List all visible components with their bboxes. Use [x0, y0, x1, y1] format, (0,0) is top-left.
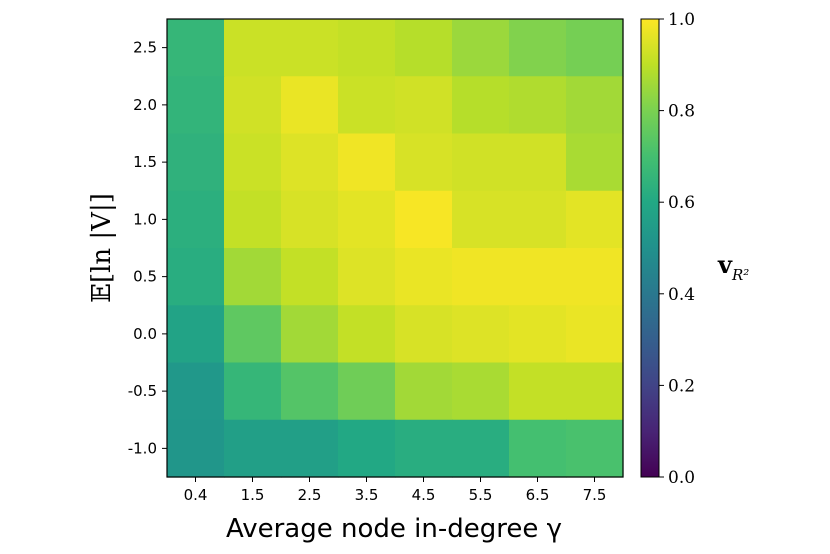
x-tick-label: 3.5 [355, 486, 379, 504]
heatmap-cell [509, 133, 567, 192]
x-tick-label: 4.5 [412, 486, 436, 504]
heatmap-cell [167, 305, 225, 364]
heatmap-cell [338, 362, 396, 421]
heatmap-cell [566, 190, 624, 249]
heatmap-cell [338, 19, 396, 77]
heatmap-cell [224, 419, 282, 478]
heatmap-cell [338, 76, 396, 135]
heatmap-cells [167, 19, 624, 478]
heatmap-cell [281, 19, 339, 77]
heatmap-cell [452, 419, 510, 478]
x-axis-label: Average node in-degree γ [226, 514, 562, 544]
heatmap-cell [167, 133, 225, 192]
heatmap-cell [338, 133, 396, 192]
heatmap-cell [452, 305, 510, 364]
heatmap-cell [452, 248, 510, 306]
y-tick-label: 0.0 [133, 325, 157, 343]
heatmap-cell [395, 248, 453, 306]
heatmap-cell [509, 419, 567, 478]
heatmap-cell [395, 190, 453, 249]
y-tick-label: -1.0 [128, 439, 157, 457]
heatmap-cell [167, 19, 225, 77]
colorbar-tick-label: 0.4 [668, 285, 695, 305]
heatmap-cell [224, 19, 282, 77]
heatmap-cell [338, 248, 396, 306]
y-axis: 2.5 2.0 1.5 1.0 0.5 0.0 -0.5 -1.0 [128, 39, 167, 457]
heatmap-cell [566, 76, 624, 135]
heatmap-cell [452, 362, 510, 421]
heatmap-cell [281, 76, 339, 135]
heatmap-cell [338, 190, 396, 249]
plot-frame [166, 18, 624, 478]
heatmap-cell [509, 248, 567, 306]
heatmap-cell [281, 248, 339, 306]
y-axis-label: 𝔼[ln |V|] [87, 193, 117, 303]
heatmap-cell [167, 190, 225, 249]
x-tick-label: 0.4 [184, 486, 208, 504]
y-tick-label: 2.5 [133, 39, 157, 57]
heatmap-cell [395, 76, 453, 135]
heatmap-cell [509, 190, 567, 249]
x-tick-label: 2.5 [298, 486, 322, 504]
heatmap-cell [281, 419, 339, 478]
x-axis: 0.4 1.5 2.5 3.5 4.5 5.5 6.5 7.5 [184, 477, 607, 504]
heatmap-cell [566, 419, 624, 478]
heatmap-cell [224, 133, 282, 192]
heatmap-cell [167, 419, 225, 478]
heatmap-cell [395, 419, 453, 478]
heatmap-cell [509, 76, 567, 135]
heatmap-cell [338, 305, 396, 364]
heatmap-cell [509, 362, 567, 421]
heatmap-cell [281, 305, 339, 364]
heatmap-cell [167, 362, 225, 421]
y-tick-label: 2.0 [133, 96, 157, 114]
colorbar-tick-label: 0.8 [668, 102, 695, 122]
x-tick-label: 7.5 [583, 486, 607, 504]
colorbar [640, 18, 660, 478]
heatmap-cell [395, 133, 453, 192]
heatmap-cell [224, 76, 282, 135]
heatmap-cell [224, 190, 282, 249]
colorbar-tick-label: 1.0 [668, 10, 695, 30]
heatmap-cell [224, 248, 282, 306]
y-tick-label: 1.0 [133, 210, 157, 228]
colorbar-tick-label: 0.2 [668, 376, 695, 396]
y-tick-label: 0.5 [133, 268, 157, 286]
heatmap-cell [224, 305, 282, 364]
heatmap-cell [452, 190, 510, 249]
x-tick-label: 5.5 [469, 486, 493, 504]
colorbar-tick-label: 0.0 [668, 468, 695, 488]
heatmap-cell [395, 305, 453, 364]
colorbar-ticks: 0.0 0.2 0.4 0.6 0.8 1.0 [659, 10, 695, 488]
heatmap-cell [281, 190, 339, 249]
heatmap-cell [224, 362, 282, 421]
heatmap-cell [167, 76, 225, 135]
colorbar-label-subscript: R² [731, 266, 749, 284]
heatmap-cell [395, 362, 453, 421]
heatmap-cell [338, 419, 396, 478]
y-tick-label: 1.5 [133, 153, 157, 171]
heatmap-cell [566, 248, 624, 306]
heatmap-cell [566, 362, 624, 421]
heatmap-cell [452, 76, 510, 135]
colorbar-label: vR² [717, 250, 749, 284]
heatmap-cell [509, 19, 567, 77]
colorbar-label-main: v [717, 250, 733, 279]
heatmap-cell [566, 133, 624, 192]
colorbar-tick-label: 0.6 [668, 193, 695, 213]
heatmap-cell [452, 133, 510, 192]
heatmap-cell [566, 305, 624, 364]
y-tick-label: -0.5 [128, 382, 157, 400]
heatmap-cell [167, 248, 225, 306]
heatmap-cell [452, 19, 510, 77]
heatmap-cell [395, 19, 453, 77]
heatmap-cell [281, 362, 339, 421]
heatmap-cell [509, 305, 567, 364]
heatmap-cell [566, 19, 624, 77]
x-tick-label: 1.5 [241, 486, 265, 504]
x-tick-label: 6.5 [526, 486, 550, 504]
heatmap-cell [281, 133, 339, 192]
